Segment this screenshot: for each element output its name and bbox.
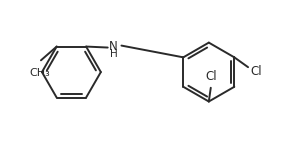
Text: Cl: Cl <box>205 70 217 83</box>
Text: H: H <box>110 49 118 59</box>
Text: CH₃: CH₃ <box>30 68 50 78</box>
Text: Cl: Cl <box>250 65 262 78</box>
Text: N: N <box>109 40 118 53</box>
